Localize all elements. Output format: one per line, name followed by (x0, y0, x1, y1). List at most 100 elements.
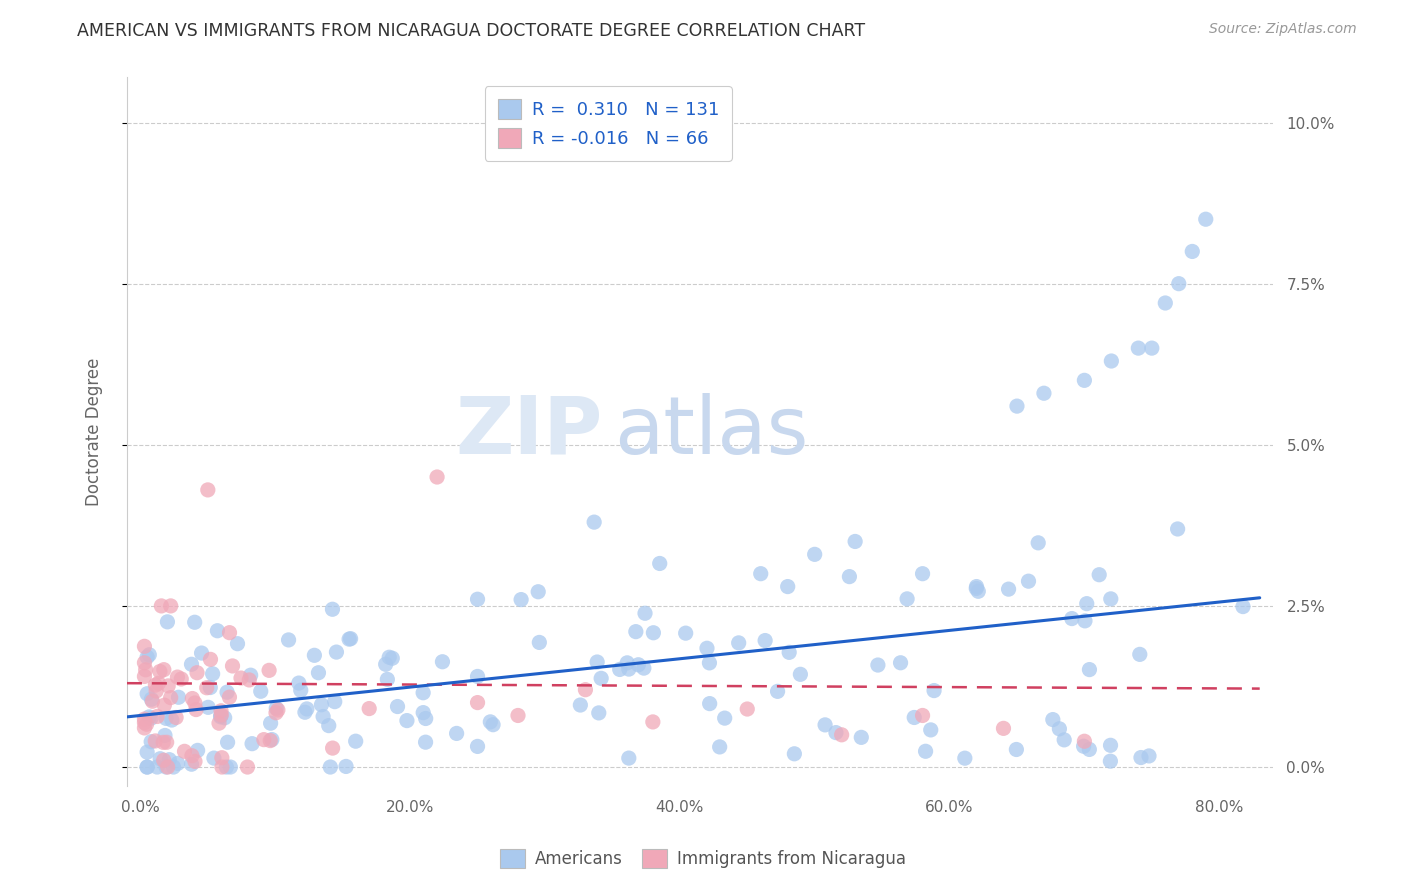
Point (323, 695, 346, 709)
Point (335, 759, 357, 773)
Point (221, 659, 243, 673)
Point (344, 734, 367, 748)
Point (446, 726, 468, 740)
Point (851, 731, 873, 745)
Point (1042, 713, 1064, 727)
Text: AMERICAN VS IMMIGRANTS FROM NICARAGUA DOCTORATE DEGREE CORRELATION CHART: AMERICAN VS IMMIGRANTS FROM NICARAGUA DO… (77, 22, 866, 40)
Point (322, 741, 344, 756)
Point (1099, 354, 1122, 368)
Point (197, 700, 219, 714)
Point (135, 717, 157, 731)
Point (180, 757, 202, 772)
Point (135, 663, 157, 677)
Point (953, 751, 976, 765)
Point (586, 655, 609, 669)
Point (136, 687, 159, 701)
Point (259, 716, 281, 731)
Point (1137, 748, 1160, 763)
Point (803, 547, 825, 561)
Point (166, 756, 188, 771)
Point (211, 750, 233, 764)
Point (467, 696, 489, 710)
Point (217, 685, 239, 699)
Point (134, 721, 156, 735)
Point (967, 584, 990, 599)
Point (159, 599, 181, 613)
Point (187, 743, 209, 757)
Point (209, 708, 232, 723)
Point (134, 715, 156, 730)
Point (226, 637, 249, 651)
Point (1099, 754, 1122, 768)
Point (155, 711, 177, 725)
Point (145, 684, 167, 698)
Point (167, 690, 190, 705)
Point (181, 748, 204, 763)
Point (415, 735, 437, 749)
Point (264, 701, 287, 715)
Point (467, 592, 489, 607)
Point (259, 733, 281, 747)
Point (149, 665, 172, 679)
Point (709, 739, 731, 754)
Point (141, 694, 163, 708)
Point (1060, 611, 1083, 625)
Point (240, 737, 263, 751)
Point (153, 698, 176, 713)
Point (152, 735, 174, 749)
Point (253, 732, 276, 747)
Legend: R =  0.310   N = 131, R = -0.016   N = 66: R = 0.310 N = 131, R = -0.016 N = 66 (485, 87, 733, 161)
Point (993, 722, 1015, 736)
Point (627, 657, 650, 672)
Point (1129, 648, 1152, 662)
Text: ZIP: ZIP (456, 392, 603, 471)
Point (825, 725, 848, 739)
Point (200, 652, 222, 666)
Point (766, 684, 789, 698)
Point (569, 698, 592, 712)
Point (288, 676, 311, 690)
Point (920, 723, 942, 737)
Point (148, 676, 170, 690)
Point (1076, 597, 1098, 611)
Point (1167, 277, 1189, 291)
Text: Source: ZipAtlas.com: Source: ZipAtlas.com (1209, 22, 1357, 37)
Point (617, 751, 640, 765)
Point (184, 696, 207, 710)
Point (156, 615, 179, 629)
Point (337, 632, 360, 647)
Point (727, 636, 749, 650)
Point (141, 734, 163, 748)
Point (319, 760, 342, 774)
Text: atlas: atlas (614, 392, 808, 471)
Point (166, 670, 188, 684)
Point (321, 602, 343, 616)
Point (1032, 386, 1054, 401)
Point (215, 760, 238, 774)
Point (634, 607, 657, 621)
Y-axis label: Doctorate Degree: Doctorate Degree (86, 358, 103, 506)
Point (374, 657, 396, 672)
Point (415, 711, 437, 725)
Point (1128, 341, 1150, 355)
Point (150, 599, 173, 613)
Point (214, 711, 236, 725)
Point (482, 717, 505, 731)
Point (911, 566, 934, 581)
Point (1073, 734, 1095, 748)
Point (257, 664, 280, 678)
Point (426, 470, 449, 484)
Point (1181, 244, 1204, 259)
Point (145, 678, 167, 692)
Point (866, 658, 889, 673)
Point (217, 735, 239, 749)
Point (277, 632, 299, 647)
Point (1005, 742, 1028, 756)
Point (264, 706, 287, 720)
Point (778, 645, 800, 659)
Point (1232, 599, 1254, 614)
Point (754, 633, 776, 648)
Point (1073, 373, 1095, 387)
Point (267, 703, 290, 717)
Point (381, 651, 404, 665)
